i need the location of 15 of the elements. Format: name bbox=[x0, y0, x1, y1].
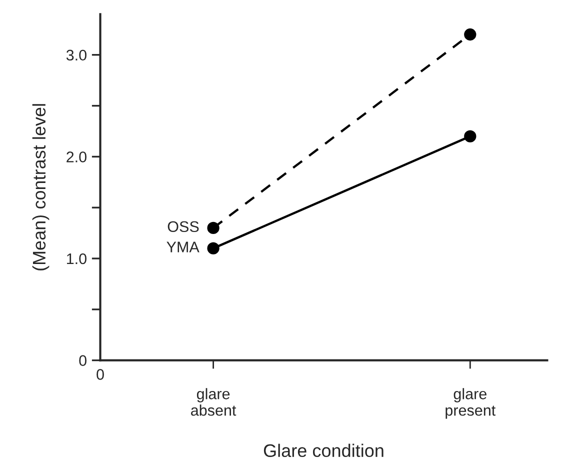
y-axis-title: (Mean) contrast level bbox=[32, 104, 50, 270]
y-tick-label: 0 bbox=[79, 355, 86, 366]
point bbox=[464, 28, 476, 41]
point bbox=[207, 222, 220, 234]
y-tick-label: 1.0 bbox=[67, 253, 86, 264]
y-tick-label: 2.0 bbox=[66, 152, 86, 162]
x-tick-label: glare present bbox=[446, 388, 496, 419]
text: 0 bbox=[96, 369, 104, 380]
x-tick-label: glare absent bbox=[191, 388, 236, 416]
point bbox=[207, 242, 220, 254]
y-tick-label: 3.0 bbox=[66, 50, 86, 61]
x-axis-title: Glare condition bbox=[264, 444, 384, 458]
series-label: OSS bbox=[168, 221, 199, 232]
point bbox=[464, 130, 476, 142]
series-label: YMA bbox=[166, 242, 200, 252]
